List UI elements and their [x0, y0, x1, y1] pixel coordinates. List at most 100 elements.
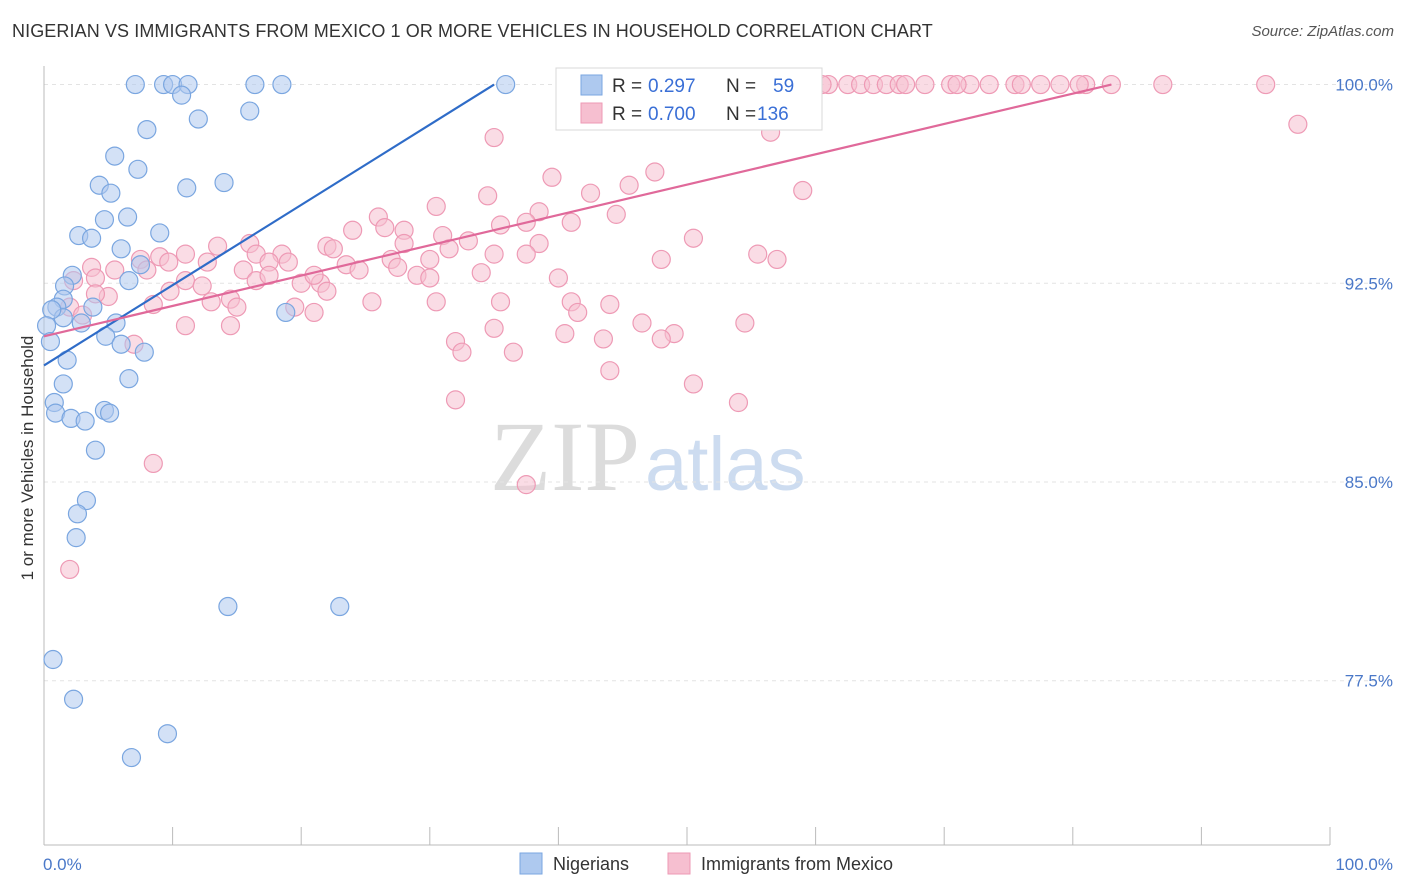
y-tick-label: 85.0% [1345, 473, 1393, 492]
nigerian-point [75, 411, 95, 431]
mexico-point [619, 175, 639, 195]
mexico-point [683, 374, 704, 394]
mexico-point [606, 204, 626, 224]
mexico-point [420, 268, 440, 288]
mexico-point [159, 252, 179, 272]
series-legend-swatch-mexico [667, 852, 691, 875]
mexico-point [683, 228, 704, 248]
watermark-zip: ZIP [490, 401, 640, 512]
nigerian-points [36, 74, 516, 768]
watermark-atlas: atlas [645, 422, 806, 507]
nigerian-point [240, 101, 260, 121]
nigerian-point [188, 109, 208, 129]
mexico-point [728, 392, 749, 413]
mexico-point [516, 244, 536, 264]
nigerian-point [105, 146, 125, 166]
nigerian-point [218, 596, 238, 617]
nigerian-point [76, 490, 97, 511]
mexico-point [651, 329, 671, 349]
mexico-point [580, 183, 601, 203]
mexico-point [915, 74, 935, 95]
mexico-point [555, 324, 575, 344]
mexico-point [490, 292, 511, 312]
mexico-point [220, 316, 241, 336]
mexico-point [516, 475, 536, 495]
mexico-point [304, 265, 324, 285]
mexico-point [735, 313, 755, 333]
nigerian-point [117, 207, 138, 227]
mexico-point [748, 244, 768, 264]
nigerian-point [496, 74, 516, 95]
stats-legend-n-label-pink: N = [726, 104, 756, 125]
nigerian-point [330, 596, 350, 617]
x-tick-label-right: 100.0% [1335, 855, 1393, 874]
series-legend-label-nigerians: Nigerians [553, 854, 629, 874]
nigerian-point [150, 223, 170, 243]
mexico-point [793, 180, 813, 201]
nigerian-point [137, 119, 157, 140]
mexico-point [1011, 74, 1031, 95]
mexico-point [208, 236, 228, 256]
series-legend-label-mexico: Immigrants from Mexico [701, 854, 893, 874]
mexico-point [343, 220, 363, 240]
mexico-point [388, 257, 408, 277]
y-tick-label: 100.0% [1335, 76, 1393, 95]
mexico-point [484, 318, 504, 338]
nigerian-point [99, 403, 120, 423]
mexico-point [503, 342, 523, 362]
stats-legend-r-value-blue: 0.297 [648, 76, 696, 97]
mexico-point [548, 268, 569, 288]
stats-legend-r-label-pink: R = [612, 104, 642, 125]
stats-legend-swatch-blue [580, 74, 603, 96]
mexico-point [645, 162, 665, 182]
nigerian-point [40, 331, 61, 352]
nigerian-point [43, 649, 63, 670]
stats-legend-r-label-blue: R = [612, 76, 642, 97]
mexico-point [1256, 74, 1276, 95]
chart-source: Source: ZipAtlas.com [1251, 23, 1394, 40]
mexico-point [767, 249, 787, 270]
nigerian-point [245, 74, 265, 95]
nigerian-point [63, 689, 84, 709]
x-tick-label-left: 0.0% [43, 855, 82, 874]
mexico-point [1031, 74, 1051, 95]
mexico-point [1050, 74, 1070, 95]
mexico-point [227, 297, 247, 317]
stats-legend-r-value-pink: 0.700 [648, 104, 696, 125]
mexico-point [600, 294, 620, 315]
nigerian-point [172, 85, 192, 105]
nigerian-point [36, 316, 57, 336]
mexico-point [896, 74, 916, 95]
mexico-point [105, 260, 125, 280]
nigerian-point [83, 297, 103, 317]
nigerian-point [111, 239, 131, 259]
mexico-point [175, 244, 196, 264]
mexico-point [947, 74, 967, 95]
mexico-point [542, 167, 562, 187]
mexico-point [323, 239, 343, 259]
mexico-point [426, 292, 446, 312]
mexico-point [259, 265, 279, 285]
chart-title: NIGERIAN VS IMMIGRANTS FROM MEXICO 1 OR … [12, 21, 933, 41]
mexico-point [304, 302, 324, 323]
nigerian-point [85, 440, 106, 460]
mexico-point [471, 263, 491, 283]
mexico-point [278, 252, 298, 272]
mexico-point [375, 218, 395, 238]
mexico-point [445, 390, 466, 410]
stats-legend-n-label-blue: N = [726, 76, 756, 97]
mexico-point [651, 249, 671, 270]
mexico-point [143, 453, 163, 474]
y-axis-title: 1 or more Vehicles in Household [18, 336, 37, 581]
mexico-point [192, 276, 212, 296]
trend-lines [43, 83, 1112, 367]
nigerian-point [111, 334, 131, 354]
mexico-point [561, 212, 581, 232]
nigerian-point [214, 172, 234, 193]
mexico-point [233, 260, 253, 280]
mexico-point [60, 559, 80, 580]
nigerian-point [128, 159, 148, 179]
nigerian-point [66, 528, 86, 548]
mexico-point [484, 127, 504, 148]
